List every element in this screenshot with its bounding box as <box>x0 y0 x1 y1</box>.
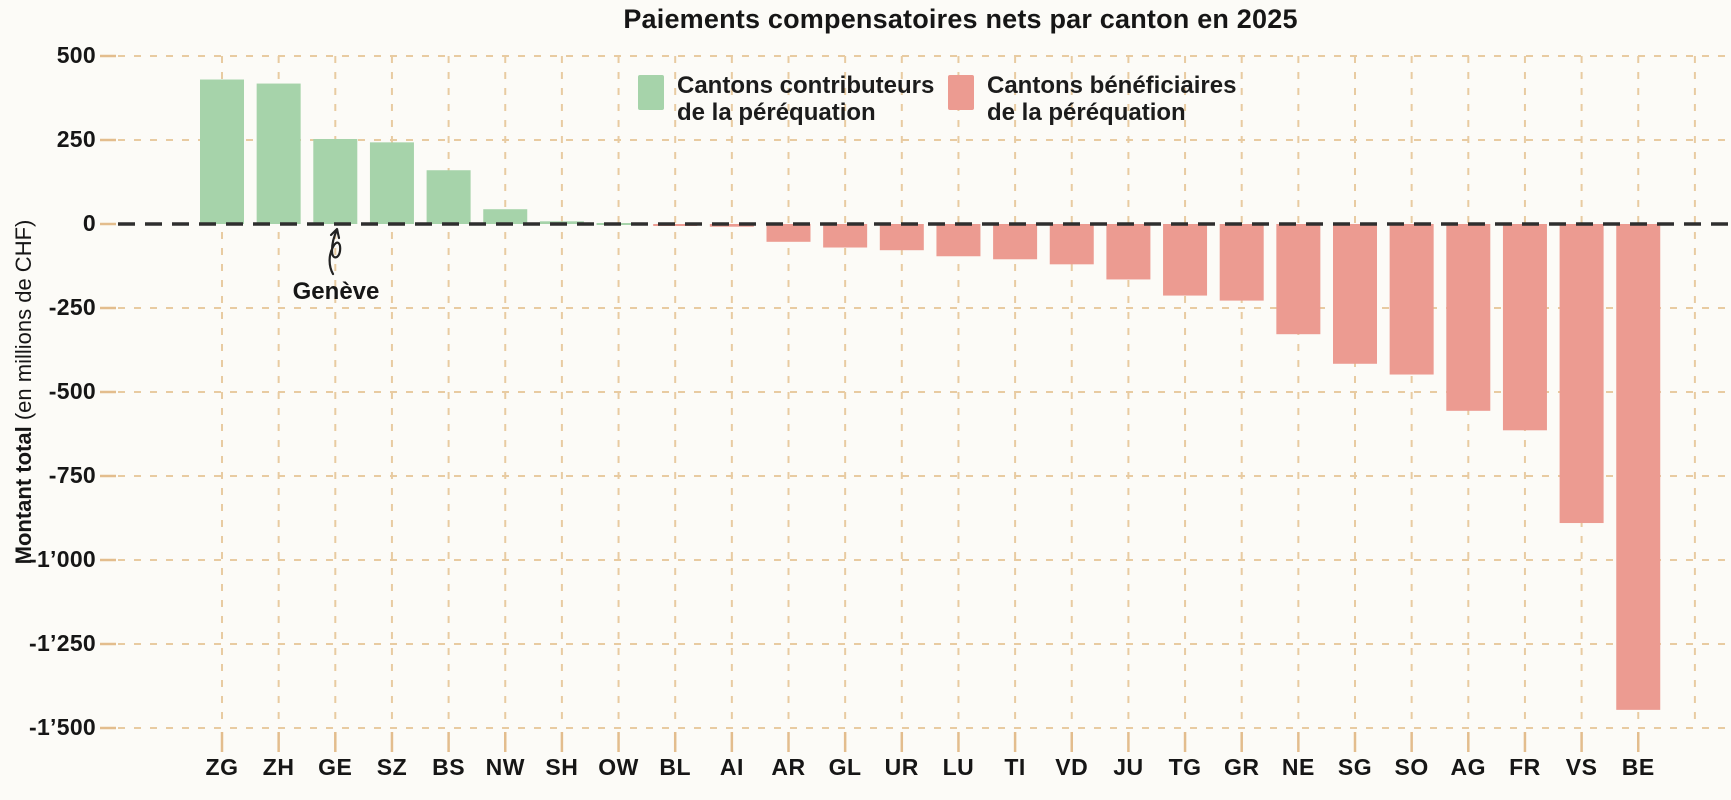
bar-AR <box>766 224 811 242</box>
x-label-JU: JU <box>1113 754 1144 780</box>
bar-NE <box>1276 224 1321 335</box>
x-label-ZG: ZG <box>205 754 239 780</box>
x-label-LU: LU <box>942 754 975 780</box>
bar-ZG <box>200 79 244 225</box>
x-label-AR: AR <box>771 754 806 780</box>
legend-label-beneficiaries: Cantons bénéficiaires de la péréquation <box>987 72 1236 126</box>
bar-GE <box>313 138 358 224</box>
x-label-TG: TG <box>1168 754 1202 780</box>
annotation-geneve: Genève <box>292 278 380 305</box>
legend-label-line: Cantons contributeurs <box>677 72 935 99</box>
y-tick-label--250: -250 <box>48 294 96 320</box>
x-label-SZ: SZ <box>376 754 408 780</box>
bar-VS <box>1559 224 1604 524</box>
y-tick-label-0: 0 <box>82 210 96 236</box>
bar-GL <box>823 224 868 248</box>
y-tick-label--1000: -1’000 <box>28 546 96 572</box>
x-label-AG: AG <box>1450 754 1487 780</box>
bar-SO <box>1389 224 1434 375</box>
bar-LU <box>936 224 981 257</box>
legend-label-contributors: Cantons contributeurs de la péréquation <box>677 72 934 126</box>
bar-AG <box>1446 224 1491 411</box>
x-label-NW: NW <box>485 754 525 780</box>
bar-AI <box>709 224 754 227</box>
bar-VD <box>1049 224 1094 265</box>
y-tick-label--500: -500 <box>48 378 96 404</box>
legend-item-beneficiaries: Cantons bénéficiaires de la péréquation <box>948 72 1236 126</box>
y-tick-label--1500: -1’500 <box>28 714 96 740</box>
y-tick-label--750: -750 <box>48 462 96 488</box>
bar-ZH <box>256 83 301 224</box>
x-label-TI: TI <box>1004 754 1026 780</box>
legend-label-line: Cantons bénéficiaires <box>987 72 1237 99</box>
x-label-VS: VS <box>1565 754 1598 780</box>
bar-BS <box>426 170 471 224</box>
x-label-BL: BL <box>659 754 692 780</box>
bar-SG <box>1333 224 1377 364</box>
x-label-OW: OW <box>598 754 639 780</box>
x-label-FR: FR <box>1509 754 1541 780</box>
legend-label-line: de la péréquation <box>677 99 876 126</box>
bar-JU <box>1106 224 1151 280</box>
x-label-SG: SG <box>1337 754 1373 780</box>
bar-SZ <box>369 142 414 224</box>
y-tick-label-500: 500 <box>56 42 96 68</box>
legend-label-line: de la péréquation <box>987 99 1186 126</box>
x-label-VD: VD <box>1055 754 1089 780</box>
x-label-BS: BS <box>432 754 466 780</box>
bar-UR <box>879 224 924 251</box>
x-label-GE: GE <box>318 754 353 780</box>
y-tick-label--1250: -1’250 <box>28 630 96 656</box>
x-label-AI: AI <box>719 754 744 780</box>
x-label-SO: SO <box>1394 754 1429 780</box>
legend-swatch-green <box>638 75 664 110</box>
bar-BL <box>653 224 698 226</box>
bar-TI <box>993 224 1038 260</box>
legend-item-contributors: Cantons contributeurs de la péréquation <box>638 72 934 126</box>
y-tick-label-250: 250 <box>56 126 96 152</box>
bar-GR <box>1219 224 1264 301</box>
x-label-GR: GR <box>1223 754 1260 780</box>
x-label-BE: BE <box>1621 754 1655 780</box>
x-label-GL: GL <box>828 754 862 780</box>
x-label-UR: UR <box>884 754 919 780</box>
chart-title: Paiements compensatoires nets par canton… <box>623 4 1298 34</box>
x-label-NE: NE <box>1281 754 1315 780</box>
bar-BE <box>1616 224 1661 710</box>
y-axis-title-bold: Montant total <box>11 426 36 565</box>
bar-NW <box>483 209 528 224</box>
legend-swatch-pink <box>948 75 974 110</box>
x-label-ZH: ZH <box>262 754 295 780</box>
bar-FR <box>1502 224 1547 431</box>
annotation-arrow-icon <box>328 227 342 276</box>
x-label-SH: SH <box>545 754 579 780</box>
bar-TG <box>1163 224 1208 296</box>
